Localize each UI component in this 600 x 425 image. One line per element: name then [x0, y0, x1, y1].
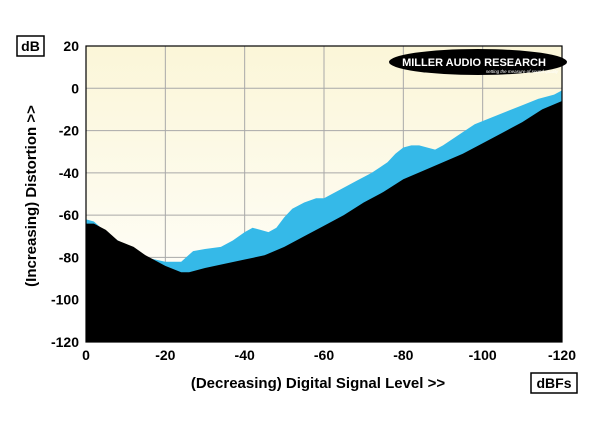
x-unit-label: dBFs	[537, 375, 572, 391]
y-unit-label: dB	[21, 38, 40, 54]
y-tick-labels: 20 0 -20 -40 -60 -80 -100 -120	[51, 38, 79, 350]
x-tick-label: -60	[314, 347, 334, 363]
logo-ellipse	[389, 49, 567, 75]
x-axis-title: (Decreasing) Digital Signal Level >>	[191, 375, 445, 392]
x-tick-label: 0	[82, 347, 90, 363]
plot-frame	[85, 45, 563, 343]
y-tick-label: -80	[59, 249, 79, 265]
x-tick-label: -20	[155, 347, 175, 363]
logo-text: MILLER AUDIO RESEARCH	[402, 57, 546, 69]
x-tick-label: -100	[469, 347, 497, 363]
x-unit-box: dBFs	[530, 372, 578, 394]
y-tick-label: 0	[71, 80, 79, 96]
x-tick-label: -120	[548, 347, 576, 363]
y-unit-frame	[16, 35, 45, 57]
x-tick-label: -80	[393, 347, 413, 363]
y-unit-box: dB	[16, 35, 45, 57]
series-area-2	[86, 101, 562, 342]
logo: MILLER AUDIO RESEARCH setting the measur…	[389, 49, 567, 75]
y-tick-label: -120	[51, 334, 79, 350]
x-unit-frame	[530, 372, 578, 394]
x-tick-label: -40	[235, 347, 255, 363]
y-axis-title: (Increasing) Distortion >>	[23, 105, 40, 287]
series-layer	[86, 90, 562, 343]
y-tick-label: -100	[51, 292, 79, 308]
y-tick-label: 20	[63, 38, 79, 54]
y-tick-label: -60	[59, 207, 79, 223]
y-tick-label: -20	[59, 123, 79, 139]
y-tick-label: -40	[59, 165, 79, 181]
x-tick-labels: 0 -20 -40 -60 -80 -100 -120	[82, 347, 576, 363]
logo-tagline: setting the measure of sound quality	[486, 69, 559, 74]
